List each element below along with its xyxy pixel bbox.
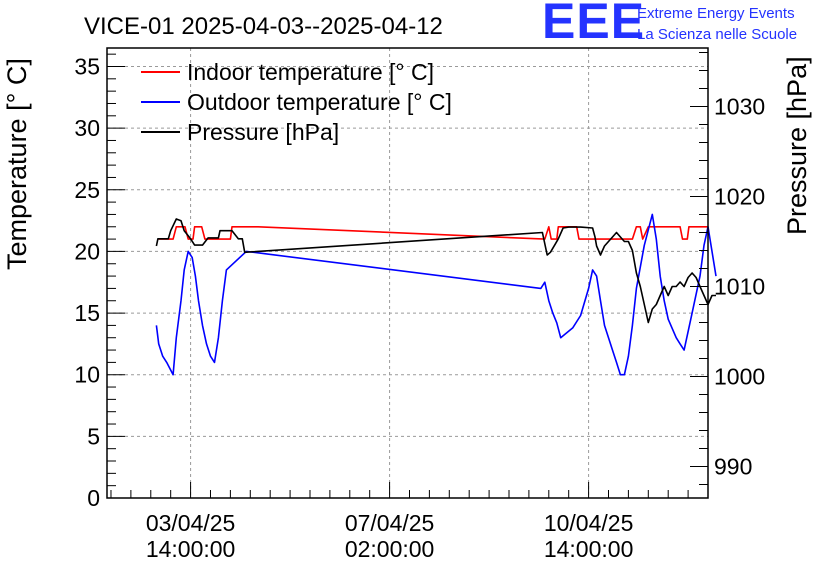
grid [107, 48, 708, 498]
series-line-outdoor [155, 213, 717, 376]
y-axis-label: Temperature [° C] [2, 58, 32, 270]
legend-label: Indoor temperature [° C] [187, 59, 434, 85]
y-tick-label: 15 [74, 300, 100, 326]
y-tick-label: 0 [87, 485, 100, 511]
x-tick-label-time: 14:00:00 [146, 536, 236, 562]
series-layer [155, 213, 717, 376]
x-tick-label-time: 14:00:00 [544, 536, 634, 562]
x-tick-label-date: 10/04/25 [544, 510, 634, 536]
series-line-pressure [155, 218, 716, 324]
y-tick-label: 35 [74, 53, 100, 79]
y-tick-label: 25 [74, 177, 100, 203]
legend-label: Outdoor temperature [° C] [187, 89, 452, 115]
y-axis-right-label: Pressure [hPa] [782, 56, 812, 235]
logo-line-2: La Scienza nelle Scuole [637, 26, 798, 43]
y-tick-label: 5 [87, 423, 100, 449]
x-tick-label-date: 07/04/25 [345, 510, 435, 536]
chart-title: VICE-01 2025-04-03--2025-04-12 [84, 13, 443, 40]
plot-frame [106, 47, 709, 499]
y-right-tick-label: 1010 [714, 274, 765, 300]
y-right-tick-label: 1020 [714, 184, 765, 210]
logo-mark: EEE [542, 0, 646, 49]
x-tick-label-date: 03/04/25 [146, 510, 236, 536]
y-tick-label: 10 [74, 362, 100, 388]
series-line-indoor [158, 226, 708, 240]
x-tick-label-time: 02:00:00 [345, 536, 435, 562]
axes: 0 5 10 15 20 25 30 35 990 1000 1010 1020 1030 03/04/2… [74, 52, 765, 562]
y-tick-label: 20 [74, 238, 100, 264]
legend: Indoor temperature [° C] Outdoor temperat… [141, 59, 452, 145]
logo-line-1: Extreme Energy Events [637, 5, 795, 22]
eee-logo: EEE Extreme Energy Events La Scienza nel… [540, 0, 834, 49]
legend-label: Pressure [hPa] [187, 119, 339, 145]
y-right-tick-label: 1000 [714, 364, 765, 390]
y-right-tick-label: 1030 [714, 94, 765, 120]
y-right-tick-label: 990 [714, 454, 752, 480]
y-tick-label: 30 [74, 115, 100, 141]
